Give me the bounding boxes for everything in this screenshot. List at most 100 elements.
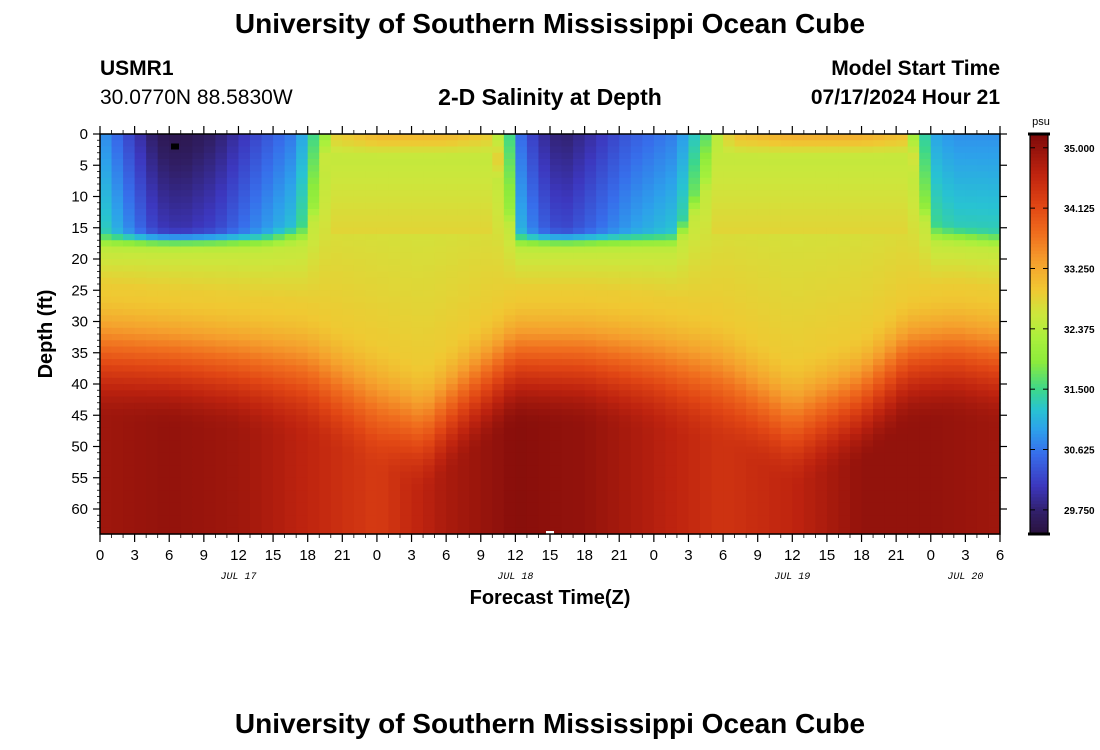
heatmap-cell [480, 309, 493, 316]
heatmap-cell [365, 234, 378, 241]
heatmap-cell [100, 152, 113, 160]
heatmap-cell [573, 384, 586, 391]
heatmap-cell [942, 434, 955, 441]
heatmap-cell [180, 265, 193, 273]
heatmap-cell [815, 390, 828, 398]
heatmap-cell [376, 215, 390, 223]
heatmap-cell [688, 196, 701, 204]
heatmap-cell [965, 134, 978, 141]
heatmap-cell [953, 402, 966, 410]
heatmap-cell [411, 296, 424, 304]
heatmap-cell [896, 265, 909, 273]
heatmap-cell [469, 240, 482, 248]
heatmap-cell [561, 396, 574, 404]
heatmap-cell [815, 327, 828, 335]
heatmap-cell [792, 415, 805, 423]
heatmap-cell [238, 390, 251, 398]
heatmap-cell [584, 359, 597, 366]
heatmap-cell [342, 296, 355, 304]
heatmap-cell [988, 334, 1001, 341]
heatmap-cell [411, 390, 424, 398]
heatmap-cell [400, 152, 413, 160]
heatmap-cell [388, 327, 401, 335]
heatmap-cell [134, 327, 147, 335]
heatmap-cell [792, 527, 805, 535]
heatmap-cell [157, 490, 170, 498]
heatmap-cell [838, 371, 851, 379]
heatmap-cell [503, 434, 516, 441]
heatmap-cell [953, 309, 966, 316]
heatmap-cell [111, 352, 124, 360]
heatmap-cell [353, 465, 366, 473]
heatmap-cell [861, 415, 874, 423]
heatmap-cell [434, 421, 447, 429]
heatmap-cell [469, 221, 482, 229]
heatmap-cell [434, 271, 447, 279]
heatmap-cell [261, 415, 274, 423]
heatmap-cell [273, 371, 286, 379]
heatmap-cell [146, 190, 159, 198]
heatmap-cell [630, 365, 643, 373]
heatmap-cell [757, 396, 770, 404]
heatmap-cell [746, 259, 759, 266]
heatmap-cell [284, 234, 297, 241]
heatmap-cell [988, 177, 1001, 185]
heatmap-cell [215, 452, 228, 460]
heatmap-cell [215, 346, 228, 354]
heatmap-cell [838, 196, 851, 204]
heatmap-cell [596, 465, 609, 473]
heatmap-cell [538, 371, 551, 379]
heatmap-cell [203, 184, 216, 191]
heatmap-cell [907, 190, 920, 198]
heatmap-cell [411, 271, 424, 279]
heatmap-cell [215, 446, 228, 454]
heatmap-cell [976, 171, 990, 179]
heatmap-cell [388, 265, 401, 273]
heatmap-cell [169, 371, 182, 379]
heatmap-cell [307, 402, 320, 410]
heatmap-cell [538, 421, 551, 429]
heatmap-cell [688, 352, 701, 360]
heatmap-cell [457, 509, 470, 516]
heatmap-cell [526, 446, 540, 454]
heatmap-cell [665, 334, 678, 341]
heatmap-cell [261, 196, 274, 204]
heatmap-cell [111, 390, 124, 398]
heatmap-cell [330, 240, 343, 248]
heatmap-cell [976, 365, 990, 373]
heatmap-cell [111, 515, 124, 523]
heatmap-cell [688, 209, 701, 216]
heatmap-cell [215, 471, 228, 479]
heatmap-cell [838, 140, 851, 148]
heatmap-cell [123, 171, 136, 179]
heatmap-cell [711, 365, 724, 373]
heatmap-cell [930, 140, 943, 148]
heatmap-cell [896, 371, 909, 379]
heatmap-cell [423, 259, 436, 266]
heatmap-cell [815, 527, 828, 535]
heatmap-cell [723, 271, 736, 279]
heatmap-cell [746, 140, 759, 148]
heatmap-cell [850, 215, 863, 223]
heatmap-cell [780, 340, 793, 348]
heatmap-cell [676, 371, 690, 379]
heatmap-cell [584, 465, 597, 473]
heatmap-cell [203, 221, 216, 229]
heatmap-cell [642, 277, 655, 285]
heatmap-cell [769, 459, 782, 466]
heatmap-cell [400, 459, 413, 466]
heatmap-cell [930, 427, 943, 435]
heatmap-cell [376, 209, 390, 216]
heatmap-cell [769, 452, 782, 460]
heatmap-cell [573, 221, 586, 229]
heatmap-cell [734, 346, 747, 354]
heatmap-cell [619, 459, 632, 466]
heatmap-cell [457, 271, 470, 279]
heatmap-cell [446, 165, 459, 173]
heatmap-cell [284, 490, 297, 498]
heatmap-cell [296, 415, 309, 423]
heatmap-cell [157, 209, 170, 216]
heatmap-cell [642, 296, 655, 304]
heatmap-cell [561, 471, 574, 479]
heatmap-cell [226, 321, 240, 329]
